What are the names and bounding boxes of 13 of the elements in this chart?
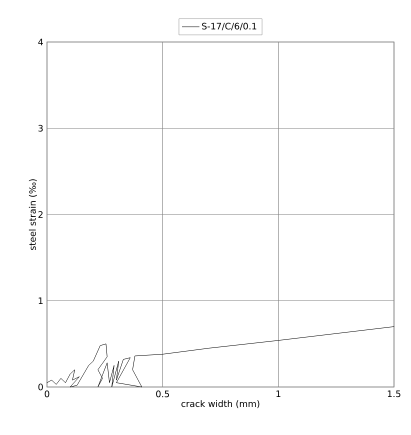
x-tick-label: 1 xyxy=(276,390,280,398)
line-series xyxy=(46,326,394,388)
y-axis-title: steel strain (‰) xyxy=(28,179,37,250)
x-tick-label: 0 xyxy=(44,390,50,398)
y-tick-label: 4 xyxy=(38,38,43,46)
y-tick-label: 2 xyxy=(38,211,43,218)
legend-label: S-17/C/6/0.1 xyxy=(202,22,256,30)
x-tick-label: 1.5 xyxy=(388,390,400,398)
y-tick-label: 0 xyxy=(38,384,43,390)
y-tick-label: 1 xyxy=(38,297,43,304)
x-tick-label: 0.5 xyxy=(156,390,170,398)
x-axis-title: crack width (mm) xyxy=(181,400,260,408)
y-tick-label: 3 xyxy=(38,124,43,132)
